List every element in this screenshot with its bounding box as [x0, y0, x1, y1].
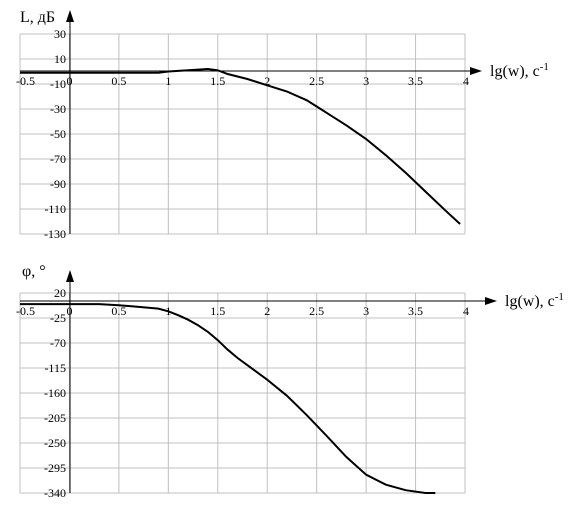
x-tick-label: 2.5	[309, 304, 324, 318]
phase-curve	[20, 303, 436, 494]
y-axis-arrow	[66, 10, 74, 22]
y-tick-label: -50	[50, 127, 66, 141]
y-tick-label: -250	[44, 436, 66, 450]
y-tick-label: 20	[54, 286, 66, 300]
y-tick-label: 10	[54, 52, 66, 66]
x-tick-label: 2	[264, 304, 270, 318]
y-tick-label: -30	[50, 102, 66, 116]
y-tick-label: -340	[44, 486, 66, 500]
y-tick-label: -10	[50, 77, 66, 91]
y-tick-label: -205	[44, 411, 66, 425]
y-tick-label: -110	[44, 202, 66, 216]
y-tick-label: -70	[50, 336, 66, 350]
x-axis-title-main: lg(w), c	[490, 63, 540, 80]
x-tick-label: 3.5	[408, 304, 423, 318]
x-axis-title: lg(w), c-1	[505, 291, 564, 310]
y-tick-label: -70	[50, 152, 66, 166]
x-tick-label: 0	[66, 304, 72, 318]
y-tick-label: -115	[44, 361, 66, 375]
x-axis-title-superscript: -1	[540, 61, 549, 73]
x-tick-label: 2	[264, 74, 270, 88]
x-tick-label: 3	[363, 74, 369, 88]
x-tick-label: 1.5	[210, 74, 225, 88]
phase-chart: -0.5 0 0.5 1 1.5 2 2.5 3 3.5 420-25-70-115-160-20…	[16, 263, 564, 500]
x-axis-title-main: lg(w), c	[505, 293, 555, 310]
x-tick-label: 1	[165, 74, 171, 88]
y-axis-title: L, дБ	[20, 9, 55, 26]
x-tick-label: 0.5	[111, 74, 126, 88]
x-axis-arrow	[470, 67, 482, 75]
x-tick-label: 1.5	[210, 304, 225, 318]
x-tick-label: 0	[66, 74, 72, 88]
magnitude-curve	[20, 67, 461, 225]
y-tick-label: -130	[44, 227, 66, 241]
x-axis-title-superscript: -1	[555, 291, 564, 303]
x-tick-label: 4	[463, 74, 469, 88]
y-tick-label: -90	[50, 177, 66, 191]
x-tick-label: -0.5	[16, 304, 35, 318]
x-tick-label: 2.5	[309, 74, 324, 88]
y-tick-label: -25	[50, 311, 66, 325]
y-axis-title: φ, °	[22, 263, 46, 280]
y-tick-label: -295	[44, 461, 66, 475]
x-tick-label: 4	[463, 304, 469, 318]
y-tick-label: 30	[54, 27, 66, 41]
magnitude-chart: -0.5 0 0.5 1 1.5 2 2.5 3 3.5 4 30 10 -10 -30 -50 -70 -90…	[16, 9, 549, 241]
x-tick-label: 0.5	[111, 304, 126, 318]
x-tick-label: -0.5	[16, 74, 35, 88]
y-axis-arrow	[66, 270, 74, 282]
x-tick-label: 3	[363, 304, 369, 318]
y-tick-label: -160	[44, 386, 66, 400]
x-tick-label: 3.5	[408, 74, 423, 88]
x-axis-title: lg(w), c-1	[490, 61, 549, 80]
x-axis-arrow	[485, 297, 497, 305]
